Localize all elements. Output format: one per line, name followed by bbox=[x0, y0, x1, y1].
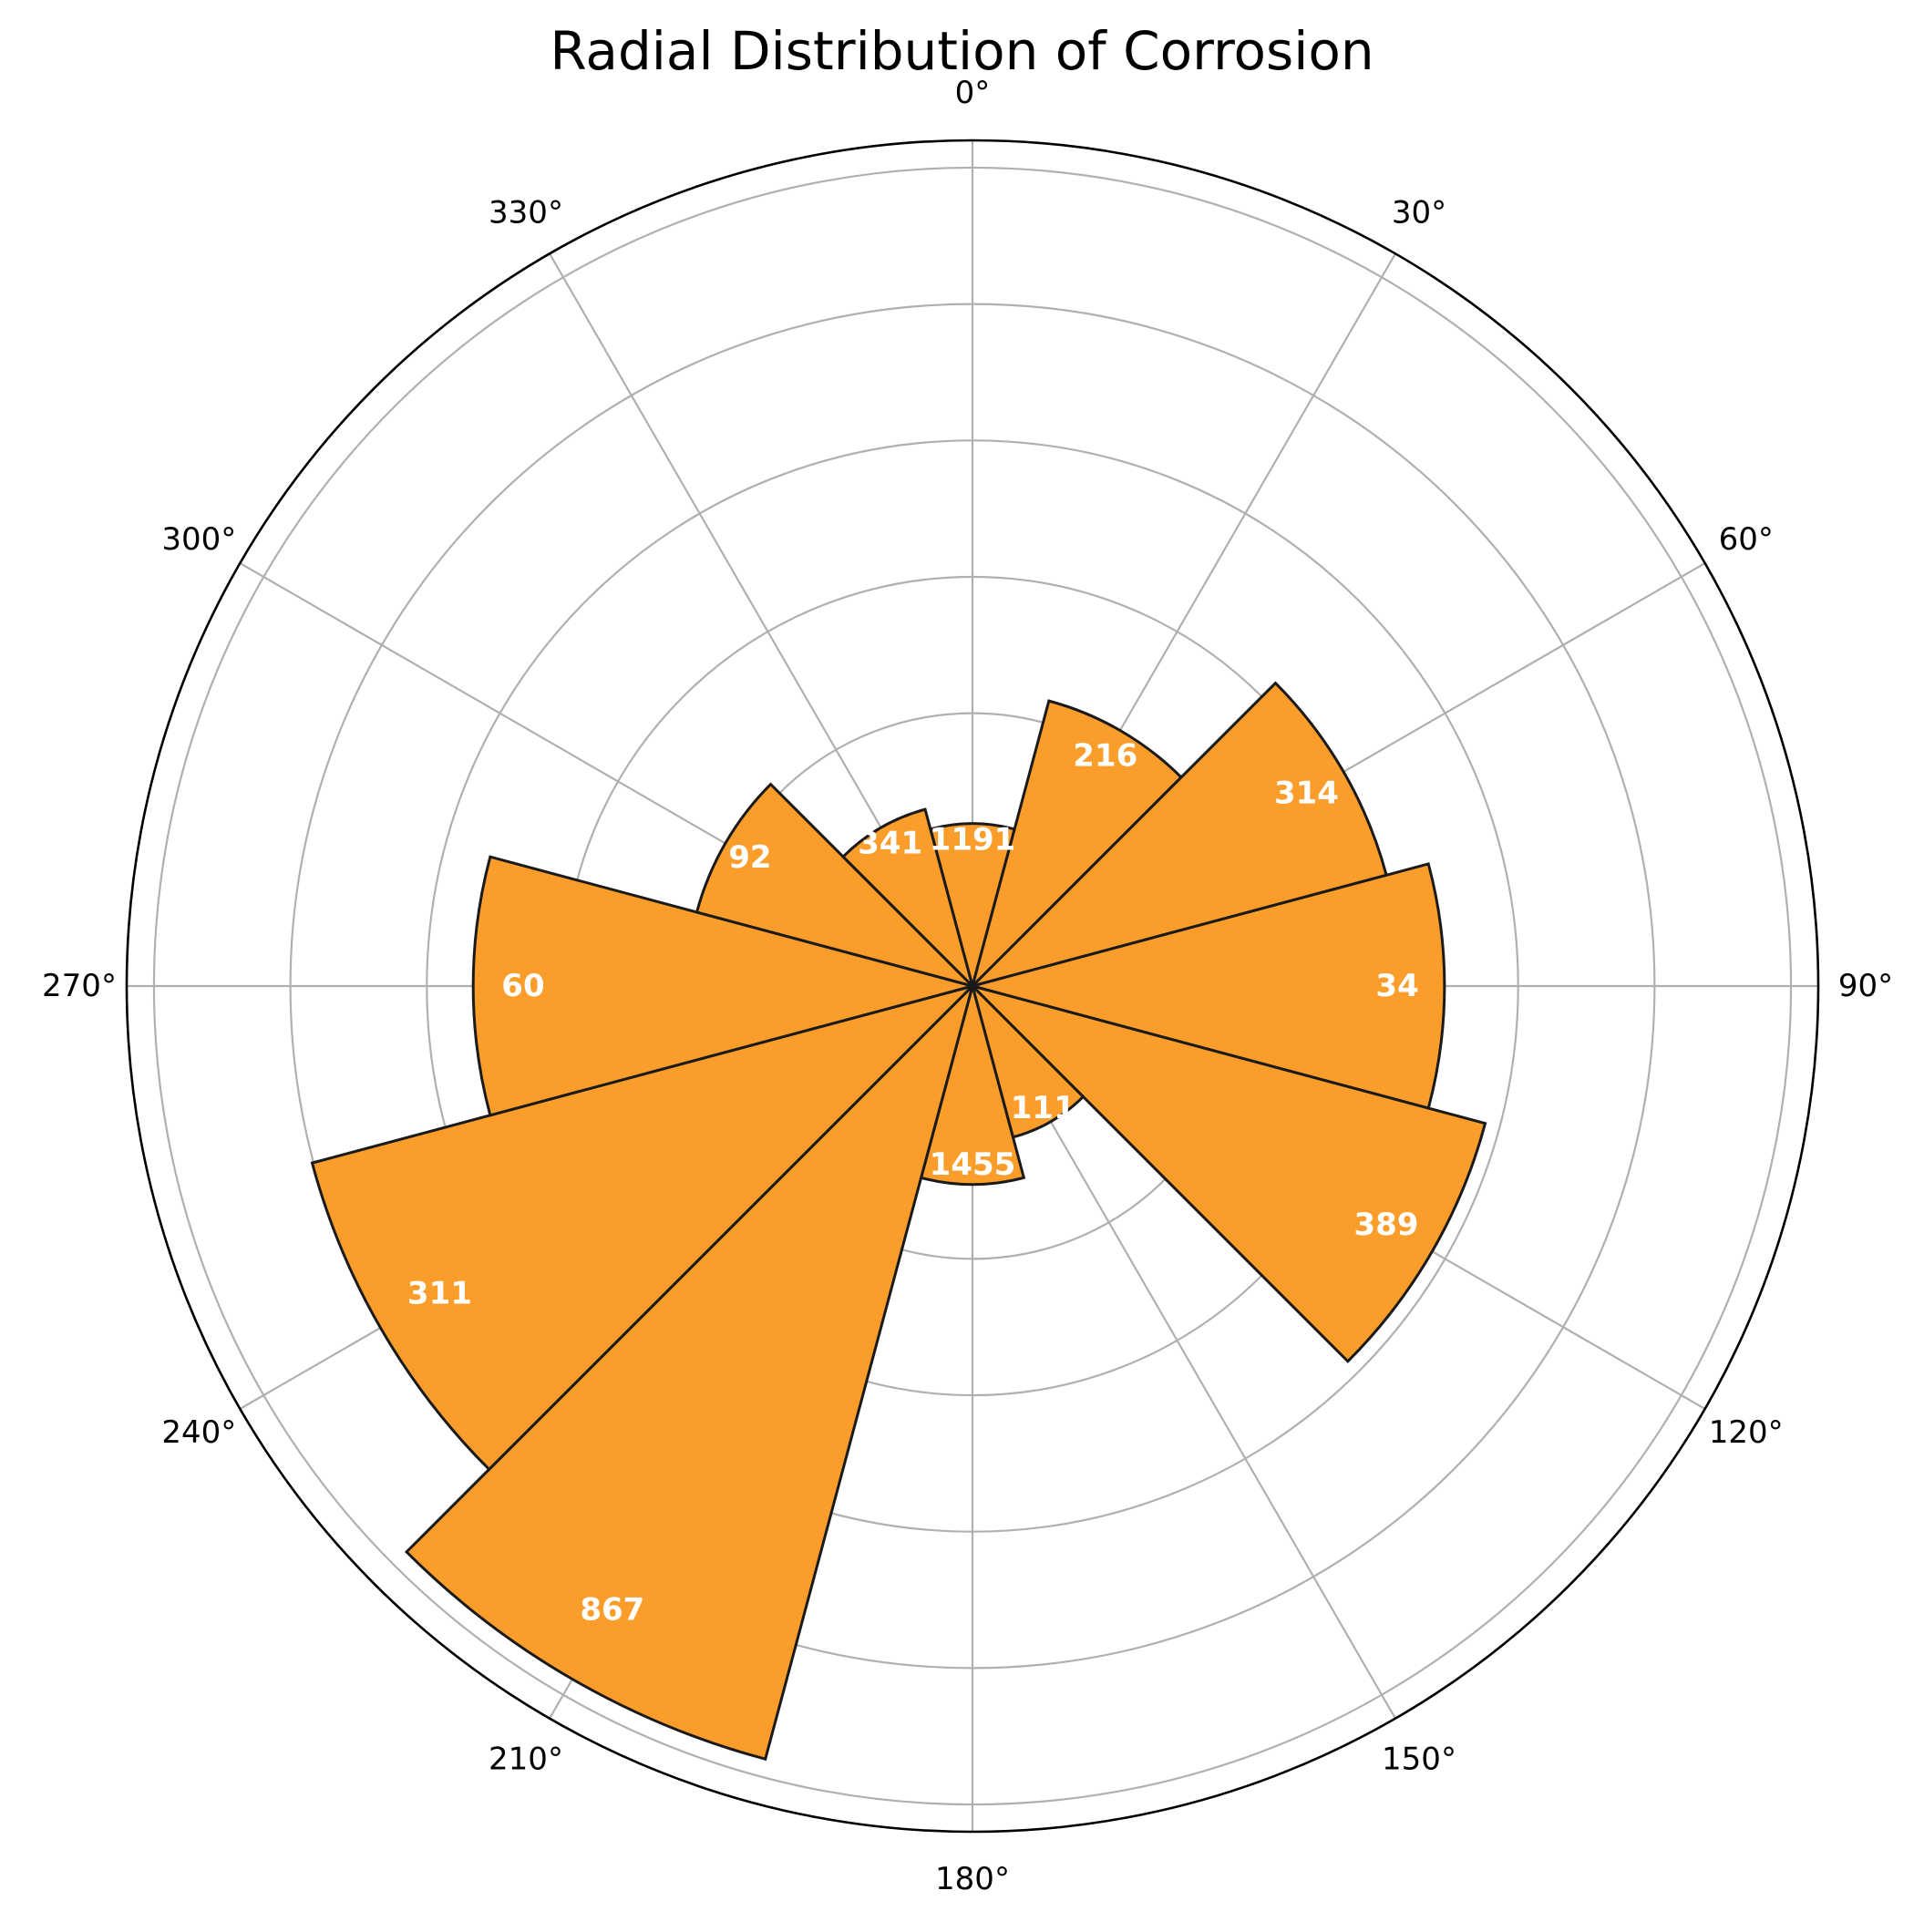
angle-tick-label: 180° bbox=[935, 1861, 1010, 1897]
polar-bar bbox=[967, 983, 1487, 1363]
polar-bar bbox=[919, 981, 1026, 1187]
angle-tick-label: 60° bbox=[1719, 521, 1774, 558]
bar-value-label: 111 bbox=[1011, 1090, 1075, 1126]
polar-frame bbox=[125, 139, 1820, 1834]
polar-bar bbox=[310, 983, 978, 1472]
bar-value-label: 92 bbox=[728, 839, 771, 876]
angle-tick-label: 300° bbox=[161, 521, 236, 558]
angle-tick-label: 90° bbox=[1838, 968, 1893, 1004]
bar-value-label: 341 bbox=[858, 826, 922, 862]
polar-bar bbox=[970, 699, 1184, 992]
polar-bar bbox=[967, 681, 1388, 989]
angle-tick-label: 30° bbox=[1392, 194, 1446, 231]
bar-value-label: 60 bbox=[501, 968, 544, 1004]
polar-bar bbox=[929, 822, 1016, 992]
polar-bar bbox=[967, 862, 1446, 1110]
bars-layer bbox=[310, 681, 1487, 1762]
polar-bar bbox=[471, 855, 978, 1117]
angle-tick-label: 150° bbox=[1382, 1742, 1456, 1778]
bar-value-label: 389 bbox=[1353, 1207, 1418, 1243]
chart-title: Radial Distribution of Corrosion bbox=[550, 20, 1374, 82]
frame-layer bbox=[125, 139, 1820, 1834]
bar-value-label: 1455 bbox=[930, 1146, 1016, 1183]
polar-bar bbox=[694, 782, 978, 989]
bar-value-label: 314 bbox=[1274, 775, 1339, 811]
angle-tick-label: 120° bbox=[1709, 1414, 1784, 1451]
angle-tick-label: 330° bbox=[489, 194, 563, 231]
bar-value-label: 1191 bbox=[930, 822, 1016, 858]
polar-bar bbox=[404, 981, 975, 1762]
bar-value-label: 34 bbox=[1375, 968, 1418, 1004]
angle-tick-label: 210° bbox=[489, 1742, 563, 1778]
bar-value-label: 216 bbox=[1073, 738, 1137, 775]
labels-layer: 1191 216 314 34 389 111 1455 867 311 60 92 341 0° 30°… bbox=[42, 75, 1893, 1897]
polar-bar bbox=[840, 807, 975, 992]
bar-value-label: 867 bbox=[580, 1591, 644, 1628]
angle-tick-label: 270° bbox=[42, 968, 117, 1004]
angle-tick-label: 240° bbox=[161, 1414, 236, 1451]
angle-tick-label: 0° bbox=[955, 75, 991, 111]
bar-value-label: 311 bbox=[407, 1276, 472, 1312]
polar-bar bbox=[970, 981, 1085, 1139]
